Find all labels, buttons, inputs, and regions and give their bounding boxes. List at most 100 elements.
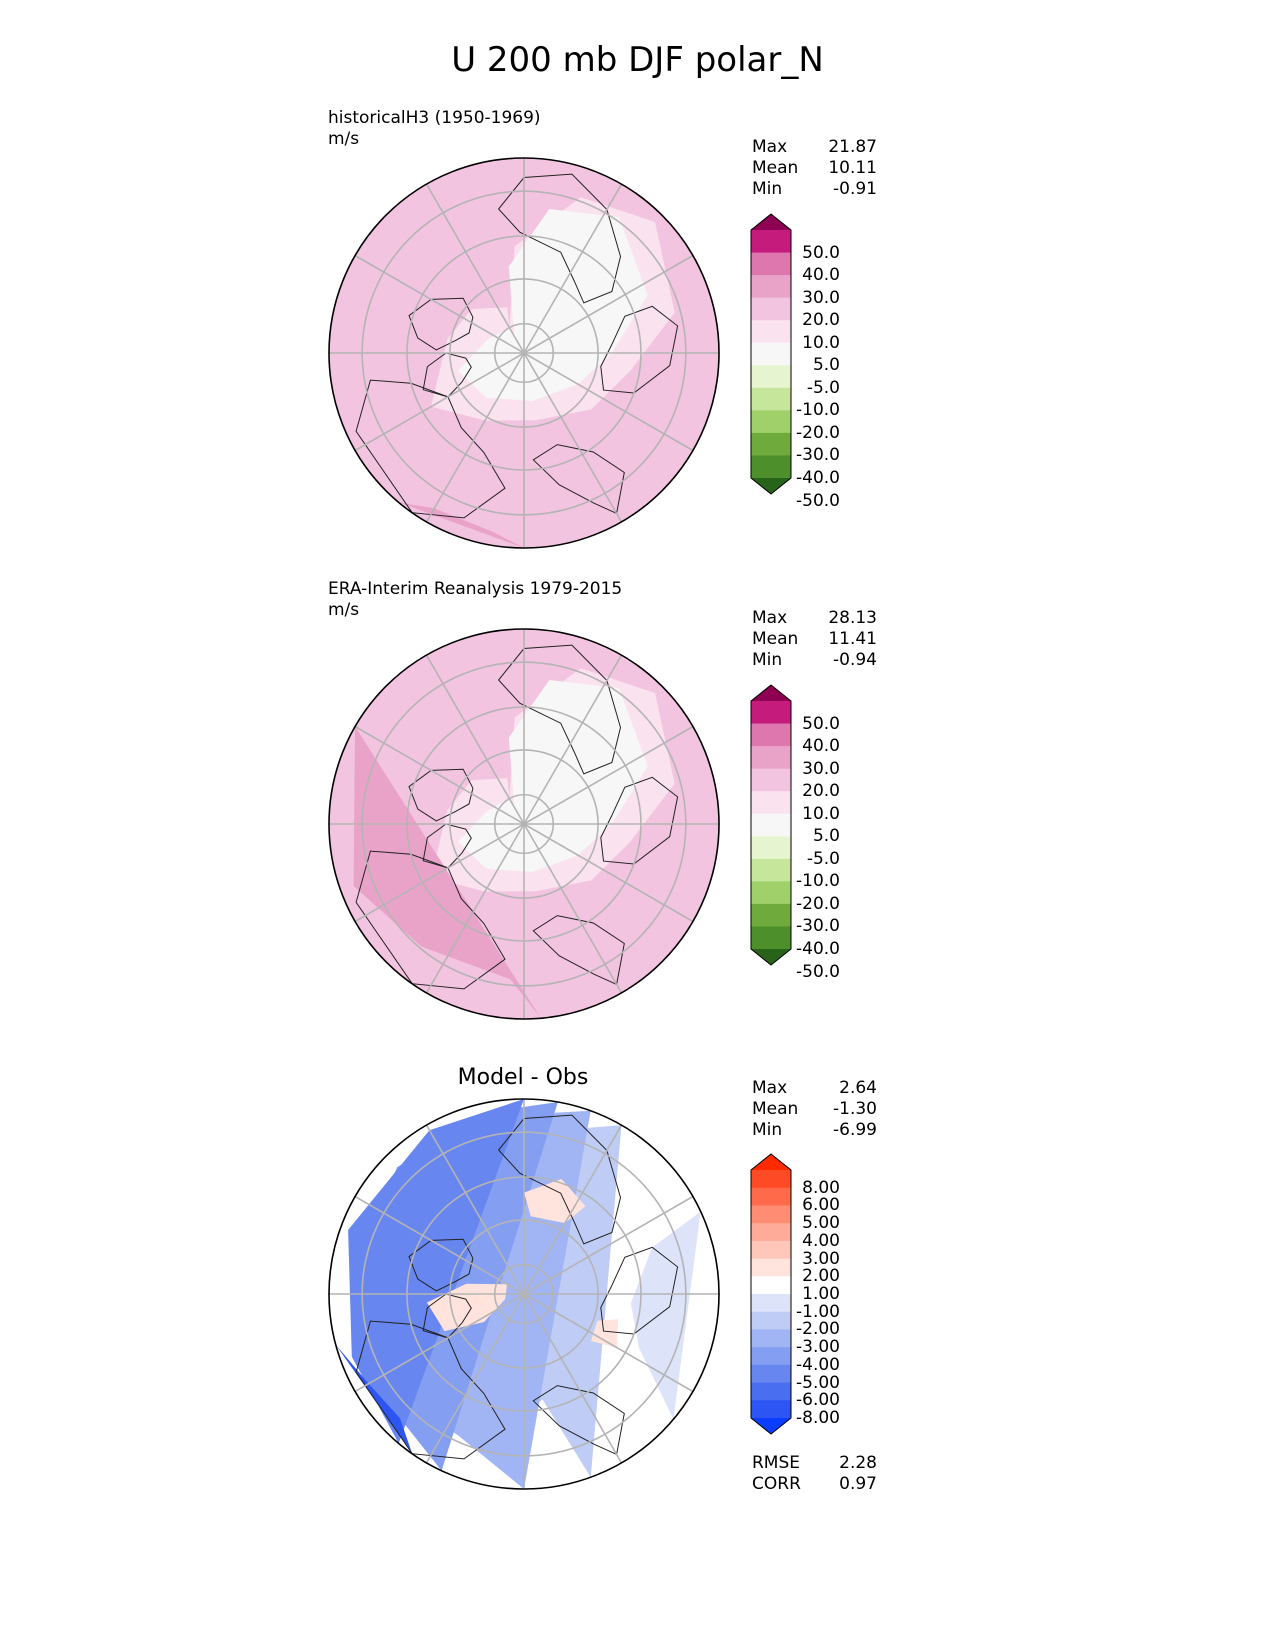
colorbar-extend-bottom	[751, 478, 791, 494]
mean-value: -1.30	[833, 1099, 877, 1119]
colorbar-swatch	[751, 1400, 791, 1419]
mean-label: Mean	[752, 158, 799, 178]
colorbar-swatch	[751, 1187, 791, 1206]
colorbar-swatch	[751, 903, 791, 927]
contour-band	[398, 502, 524, 548]
colorbar-tick-label: -50.0	[796, 490, 840, 511]
colorbar-tick-label: 20.0	[802, 781, 840, 802]
colorbar-swatch	[751, 342, 791, 366]
colorbar-tick-label: 30.0	[802, 287, 840, 308]
colorbar-extend-top	[751, 214, 791, 230]
meridian-line	[425, 1293, 525, 1464]
meridian-line	[425, 654, 525, 825]
colorbar-tick-label: 10.0	[802, 803, 840, 824]
colorbar-swatch	[751, 432, 791, 456]
colorbar-swatch	[751, 1347, 791, 1366]
meridian-line	[425, 183, 525, 354]
colorbar-tick-label: -30.0	[796, 916, 840, 937]
coastline	[355, 850, 506, 990]
meridian-line	[523, 823, 623, 994]
colorbar-swatch	[751, 1258, 791, 1277]
colorbar-swatch	[751, 1170, 791, 1189]
colorbar-tick-label: 5.0	[812, 826, 840, 847]
coastline	[408, 1238, 474, 1292]
colorbar-tick-label: 5.0	[812, 355, 840, 376]
colorbar-swatch	[751, 297, 791, 321]
colorbar-swatch	[751, 1294, 791, 1313]
contour-band	[353, 726, 541, 1019]
coastline	[422, 1293, 472, 1339]
colorbar-extend-bottom	[751, 949, 791, 965]
colorbar-tick-label: 1.00	[802, 1284, 840, 1304]
colorbar-swatch	[751, 1364, 791, 1384]
corr-label: CORR	[752, 1474, 801, 1494]
coastline	[532, 444, 625, 515]
colorbar-swatch	[751, 1329, 791, 1348]
panel3-stats: Max 2.64 Mean -1.30 Min -6.99	[752, 1078, 877, 1141]
panel1-title: historicalH3 (1950-1969)	[328, 108, 541, 128]
meridian-line	[523, 352, 694, 452]
max-value: 21.87	[828, 137, 877, 157]
panel1-stats: Max 21.87 Mean 10.11 Min -0.91	[752, 137, 877, 200]
coastline	[408, 768, 474, 822]
colorbar-tick-label: -50.0	[796, 961, 840, 982]
colorbar-tick-label: 20.0	[802, 310, 840, 331]
colorbar-tick-label: -2.00	[796, 1319, 840, 1340]
graticule	[329, 629, 719, 1019]
colorbar-tick-label: -20.0	[796, 422, 840, 443]
meridian-line	[523, 254, 694, 354]
colorbar-swatch	[751, 881, 791, 905]
max-value: 2.64	[839, 1078, 877, 1098]
colorbar-tick-label: -3.00	[796, 1337, 840, 1358]
colorbar-swatch	[751, 320, 791, 344]
colorbar-swatch	[751, 813, 791, 837]
min-value: -0.94	[833, 650, 877, 670]
graticule	[329, 1099, 719, 1489]
max-label: Max	[752, 1078, 788, 1098]
min-value: -0.91	[833, 179, 877, 199]
meridian-line	[523, 352, 623, 523]
panel1-units: m/s	[328, 129, 360, 149]
colorbar-outline	[750, 1153, 792, 1435]
rmse-label: RMSE	[752, 1453, 801, 1473]
colorbar-tick-label: 40.0	[802, 736, 840, 757]
min-label: Min	[752, 179, 783, 199]
panel2-colorbar	[750, 684, 792, 966]
coastline	[497, 644, 622, 775]
graticule	[329, 158, 719, 548]
colorbar-tick-label: -40.0	[796, 468, 840, 488]
colorbar-extend-bottom	[751, 1418, 791, 1434]
corr-value: 0.97	[839, 1474, 877, 1494]
colorbar-outline	[750, 684, 792, 966]
colorbar-swatch	[751, 746, 791, 770]
coastline	[422, 352, 472, 398]
panel2-title: ERA-Interim Reanalysis 1979-2015	[328, 579, 623, 599]
panel3-map	[328, 1098, 720, 1490]
coastline	[408, 297, 474, 351]
colorbar-swatch	[751, 410, 791, 434]
coastline	[422, 823, 472, 869]
colorbar-swatch	[751, 701, 791, 725]
rmse-value: 2.28	[839, 1453, 877, 1473]
colorbar-tick-label: 4.00	[802, 1230, 840, 1251]
figure-title: U 200 mb DJF polar_N	[451, 40, 824, 80]
max-value: 28.13	[828, 608, 877, 628]
colorbar-swatch	[751, 723, 791, 747]
colorbar-tick-label: -20.0	[796, 893, 840, 914]
colorbar-swatch	[751, 365, 791, 389]
colorbar-tick-label: -10.0	[796, 871, 840, 892]
colorbar-outline	[750, 213, 792, 495]
colorbar-tick-label: 50.0	[802, 242, 840, 263]
colorbar-tick-label: 30.0	[802, 758, 840, 779]
meridian-line	[354, 1195, 525, 1295]
panel2-stats: Max 28.13 Mean 11.41 Min -0.94	[752, 608, 877, 671]
contour-band	[591, 1319, 619, 1348]
colorbar-swatch	[751, 1382, 791, 1401]
mean-label: Mean	[752, 1099, 799, 1119]
coastline	[497, 173, 622, 304]
meridian-line	[523, 1124, 623, 1295]
meridian-line	[523, 654, 623, 825]
colorbar-extend-top	[751, 685, 791, 701]
colorbar-swatch	[751, 926, 791, 950]
min-value: -6.99	[833, 1120, 877, 1140]
